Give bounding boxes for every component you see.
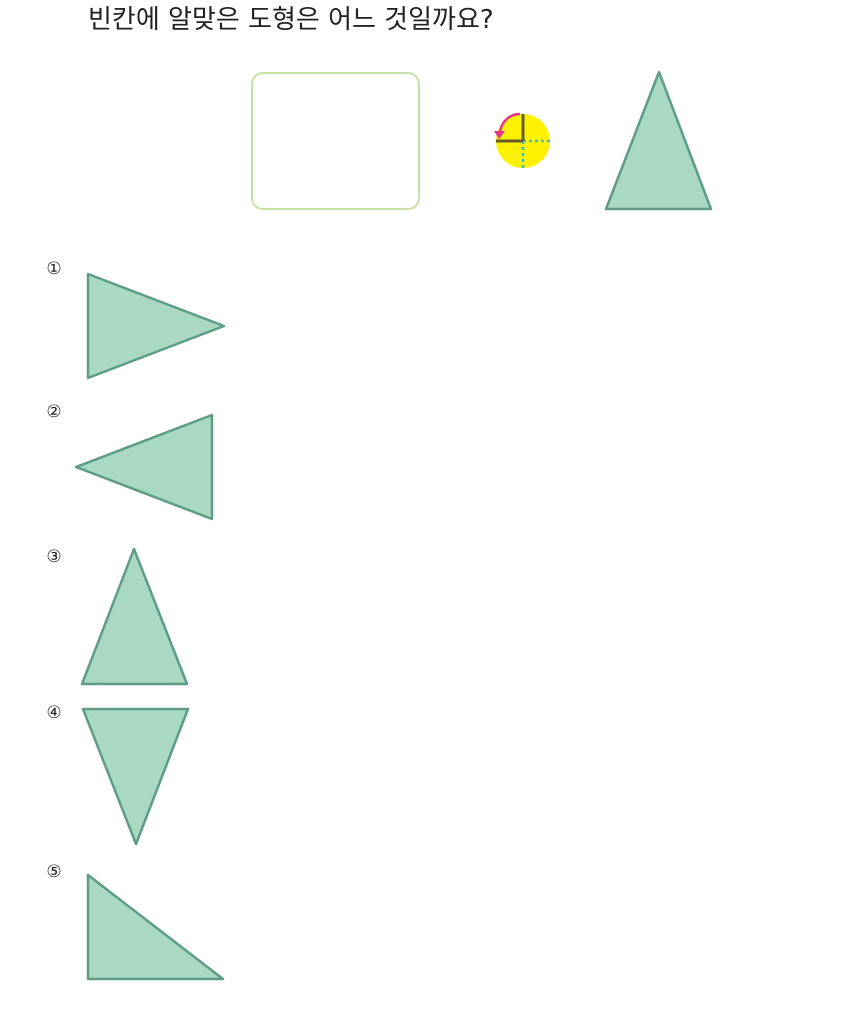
triangle-pointing-right-shape [86, 272, 226, 380]
choice-number: ① [46, 259, 62, 279]
triangle-pointing-down-shape [81, 707, 190, 846]
right-triangle-shape [86, 873, 225, 981]
triangle-pointing-left-shape [74, 413, 214, 521]
choice-number: ② [46, 402, 62, 422]
triangle-pointing-up-shape [80, 547, 189, 686]
answer-blank-box[interactable] [251, 72, 420, 210]
choice-number: ③ [46, 547, 62, 567]
question-text: 빈칸에 알맞은 도형은 어느 것일까요? [88, 5, 494, 35]
choice-number: ④ [46, 703, 62, 723]
given-triangle-shape [604, 70, 713, 211]
choice-number: ⑤ [46, 862, 62, 882]
rotate-counterclockwise-90-icon [494, 112, 550, 168]
